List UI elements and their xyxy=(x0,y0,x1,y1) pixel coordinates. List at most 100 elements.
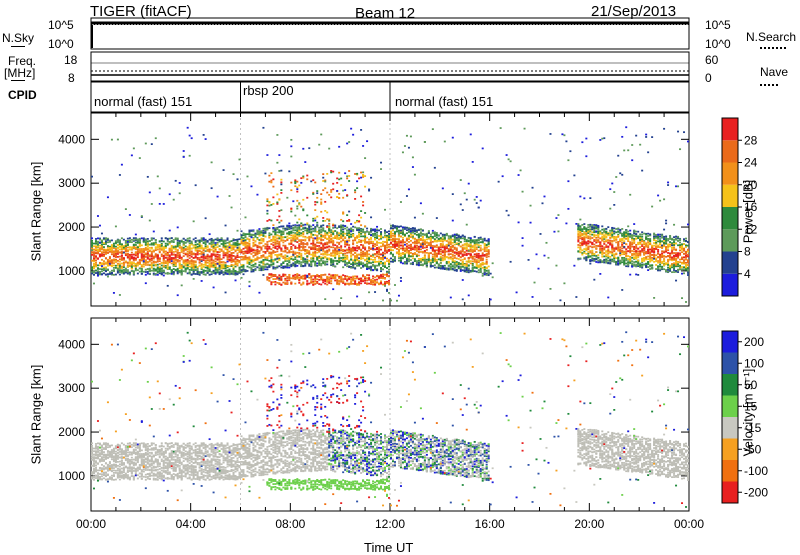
velocity-cell xyxy=(189,447,191,449)
velocity-cell xyxy=(137,467,139,469)
velocity-cell xyxy=(95,443,97,445)
power-cell xyxy=(237,265,239,267)
power-cell xyxy=(201,280,203,282)
power-cell xyxy=(246,242,248,244)
power-cell xyxy=(215,242,217,244)
power-cell xyxy=(127,262,129,264)
power-cell xyxy=(244,216,246,218)
power-cell xyxy=(103,252,105,254)
velocity-cell xyxy=(215,463,217,465)
velocity-cell xyxy=(195,445,197,447)
velocity-cell xyxy=(258,440,260,442)
velocity-cell xyxy=(145,474,147,476)
velocity-cell xyxy=(137,447,139,449)
velocity-cell xyxy=(133,463,135,465)
power-cell xyxy=(143,251,145,253)
power-cell xyxy=(119,245,121,247)
power-cell xyxy=(217,254,219,256)
velocity-cell xyxy=(133,449,135,451)
power-cell xyxy=(252,230,254,232)
velocity-cell xyxy=(227,444,229,446)
velocity-cell xyxy=(177,459,179,461)
power-cell xyxy=(225,270,227,272)
power-cell xyxy=(133,239,135,241)
power-cell xyxy=(203,271,205,273)
velocity-cell xyxy=(274,432,276,434)
power-cell xyxy=(93,255,95,257)
velocity-cell xyxy=(231,445,233,447)
velocity-cell xyxy=(159,456,161,458)
velocity-cell xyxy=(266,446,268,448)
power-cell xyxy=(274,236,276,238)
velocity-cell xyxy=(248,455,250,457)
power-cell xyxy=(199,261,201,263)
velocity-cell xyxy=(103,472,105,474)
velocity-cell xyxy=(169,443,171,445)
power-cell xyxy=(207,254,209,256)
velocity-cell xyxy=(137,474,139,476)
velocity-cell xyxy=(213,471,215,473)
power-cell xyxy=(181,274,183,276)
power-cell xyxy=(125,254,127,256)
power-cell xyxy=(175,264,177,266)
power-cell xyxy=(99,250,101,252)
velocity-cell xyxy=(217,476,219,478)
power-cell xyxy=(129,261,131,263)
velocity-cell xyxy=(147,454,149,456)
power-cell xyxy=(115,251,117,253)
power-cell xyxy=(244,246,246,248)
velocity-cell xyxy=(264,469,266,471)
velocity-cell xyxy=(235,477,237,479)
power-cell xyxy=(231,264,233,266)
velocity-cell xyxy=(147,458,149,460)
velocity-cell xyxy=(141,442,143,444)
power-cell xyxy=(262,274,264,276)
velocity-cell xyxy=(171,465,173,467)
power-cell xyxy=(149,256,151,258)
velocity-cell xyxy=(173,459,175,461)
power-cell xyxy=(121,269,123,271)
velocity-cell xyxy=(264,471,266,473)
velocity-cell xyxy=(177,447,179,449)
velocity-cell xyxy=(260,470,262,472)
velocity-cell xyxy=(233,478,235,480)
velocity-cell xyxy=(270,425,272,427)
power-cell xyxy=(227,265,229,267)
power-cell xyxy=(171,237,173,239)
velocity-cell xyxy=(211,478,213,480)
power-cell xyxy=(101,233,103,235)
power-cell xyxy=(248,281,250,283)
velocity-cell xyxy=(207,462,209,464)
power-cell xyxy=(91,254,93,256)
power-cell xyxy=(151,255,153,257)
power-cell xyxy=(179,242,181,244)
velocity-cell xyxy=(155,478,157,480)
velocity-cell xyxy=(173,446,175,448)
power-cell xyxy=(233,267,235,269)
power-cell xyxy=(165,245,167,247)
power-cell xyxy=(135,253,137,255)
power-cell xyxy=(233,245,235,247)
velocity-cell xyxy=(119,450,121,452)
power-cell xyxy=(237,255,239,257)
power-cell xyxy=(129,274,131,276)
power-cell xyxy=(244,258,246,260)
velocity-cell xyxy=(205,455,207,457)
velocity-cell xyxy=(97,458,99,460)
velocity-cell xyxy=(97,448,99,450)
velocity-cell xyxy=(241,448,243,450)
power-cell xyxy=(133,271,135,273)
velocity-cell xyxy=(268,445,270,447)
power-cell xyxy=(262,228,264,230)
velocity-cell xyxy=(237,444,239,446)
velocity-cell xyxy=(105,479,107,481)
velocity-cell xyxy=(231,461,233,463)
power-cell xyxy=(145,143,147,145)
velocity-cell xyxy=(244,461,246,463)
power-cell xyxy=(159,272,161,274)
power-cell xyxy=(203,273,205,275)
power-cell xyxy=(272,266,274,268)
power-cell xyxy=(270,256,272,258)
power-cell xyxy=(145,240,147,242)
velocity-cell xyxy=(227,451,229,453)
